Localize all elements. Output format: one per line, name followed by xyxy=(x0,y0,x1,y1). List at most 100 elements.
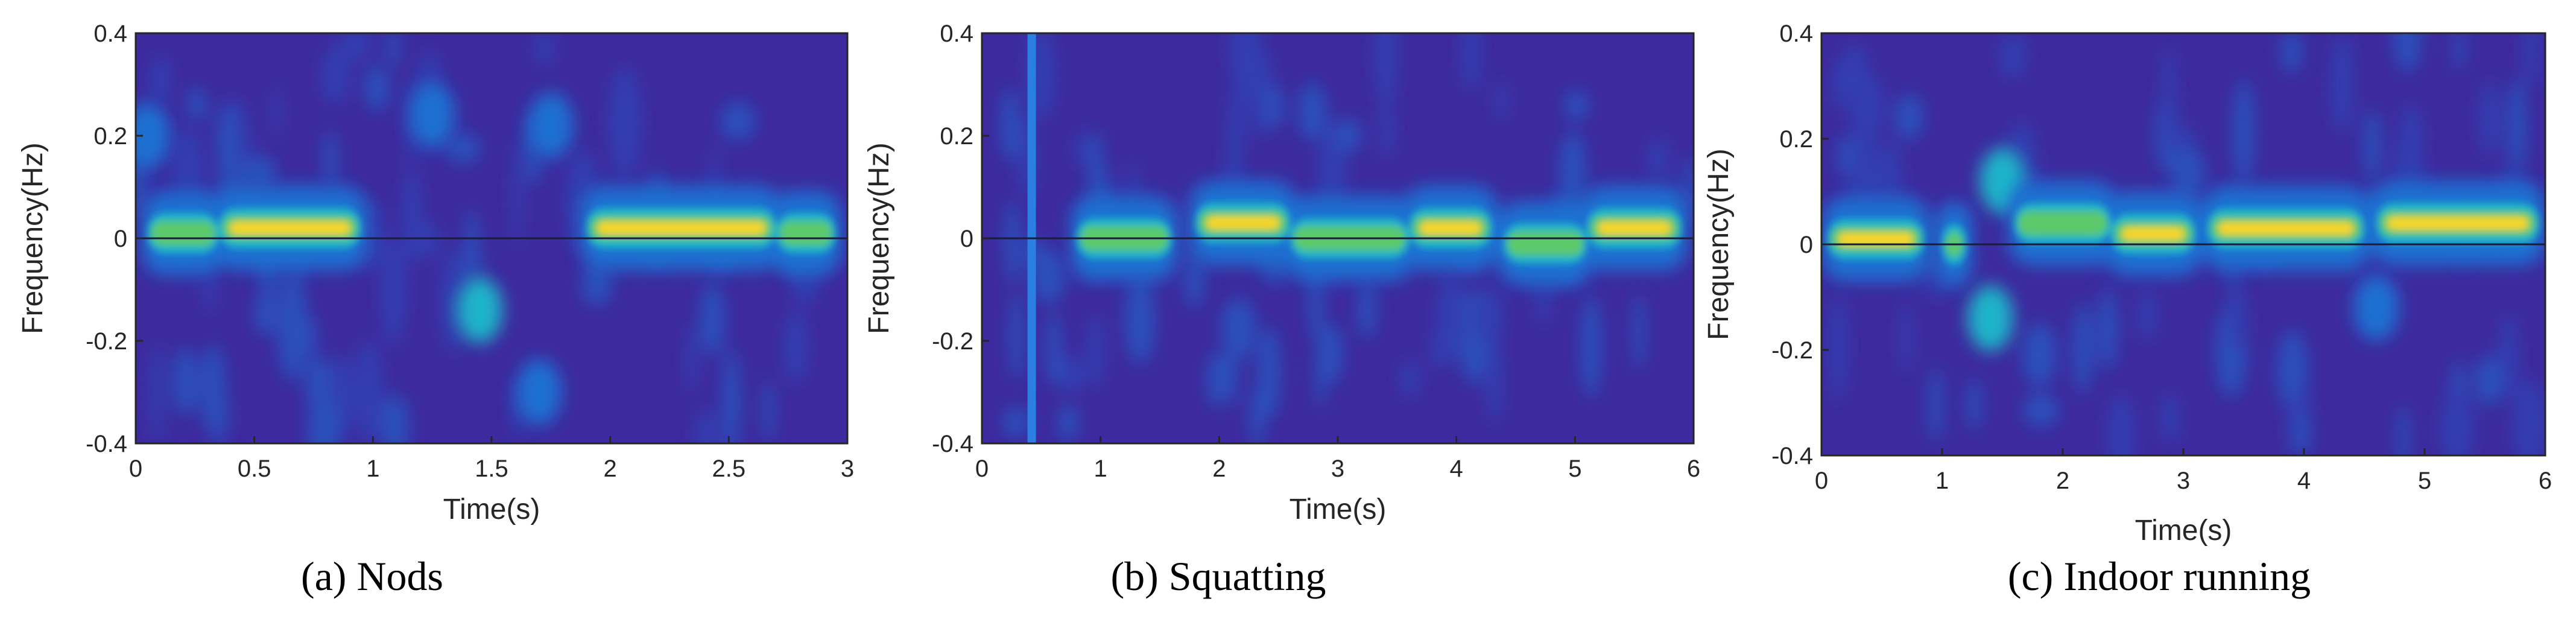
noise-blob xyxy=(783,311,808,383)
noise-blob xyxy=(1087,314,1105,388)
noise-blob xyxy=(2227,290,2248,350)
noise-blob xyxy=(1894,94,1924,141)
noise-blob xyxy=(1831,60,1846,111)
noise-blob xyxy=(1221,297,1256,360)
noise-blob xyxy=(2397,404,2410,455)
noise-blob xyxy=(381,238,407,346)
band-yellow-segment xyxy=(2122,227,2185,241)
noise-blob xyxy=(2098,288,2118,371)
noise-blob xyxy=(1206,351,1227,408)
band-yellow-segment xyxy=(2387,217,2528,230)
y-tick-label: -0.2 xyxy=(86,328,127,355)
band-yellow-segment xyxy=(1838,232,1913,246)
band-green-segment xyxy=(151,221,215,246)
noise-blob xyxy=(1837,134,1852,177)
noise-blob xyxy=(2440,390,2474,455)
y-tick-label: 0.2 xyxy=(940,123,973,150)
noise-blob xyxy=(581,261,613,306)
noise-blob xyxy=(1336,117,1361,153)
noise-blob xyxy=(2161,45,2176,159)
x-tick-label: 2 xyxy=(604,455,617,482)
noise-blob xyxy=(1002,407,1030,437)
x-tick-label: 2 xyxy=(1212,455,1226,482)
noise-blob xyxy=(2137,291,2157,340)
noise-blob xyxy=(320,48,350,104)
panel-1: 0 1 2 3 4 5 6 0.4 0.2 0 -0.2 -0.4 Time(s) Frequency(H… xyxy=(863,21,1700,599)
noise-blob xyxy=(271,84,282,141)
y-tick-label: 0.4 xyxy=(1779,21,1813,47)
energy-blob xyxy=(457,277,503,343)
noise-blob xyxy=(1297,82,1327,141)
noise-blob xyxy=(201,343,226,437)
noise-blob xyxy=(2295,414,2311,455)
noise-blob xyxy=(762,378,774,443)
y-tick-label: -0.4 xyxy=(932,431,973,457)
noise-blob xyxy=(1379,100,1394,159)
y-tick-label: -0.2 xyxy=(1771,337,1813,364)
band-green-segment xyxy=(2018,211,2107,235)
x-tick-label: 0 xyxy=(1815,468,1828,494)
y-tick-label: 0 xyxy=(960,226,973,252)
energy-blob xyxy=(2353,275,2399,341)
noise-blob xyxy=(2277,329,2308,412)
noise-blob xyxy=(1000,88,1020,161)
noise-blob xyxy=(386,33,400,67)
band-yellow-segment xyxy=(1598,221,1671,235)
y-axis-label: Frequency(Hz) xyxy=(863,142,895,334)
noise-blob xyxy=(2498,314,2519,399)
noise-blob xyxy=(2232,79,2255,184)
x-tick-label: 3 xyxy=(1331,455,1344,482)
energy-blob xyxy=(1967,285,2013,352)
y-tick-label: -0.2 xyxy=(932,328,973,355)
x-tick-label: 0.5 xyxy=(238,455,271,482)
noise-blob xyxy=(305,355,330,415)
heatmap-area xyxy=(982,33,1694,443)
noise-blob xyxy=(2478,80,2499,157)
noise-blob xyxy=(1473,287,1505,347)
band-yellow-segment xyxy=(1420,221,1481,235)
heatmap-area xyxy=(136,33,847,443)
noise-blob xyxy=(1647,138,1670,179)
noise-blob xyxy=(2023,393,2059,427)
noise-blob xyxy=(1399,361,1421,397)
noise-blob xyxy=(2511,380,2545,455)
x-tick-label: 5 xyxy=(2418,468,2431,494)
band-core xyxy=(1828,203,2539,265)
noise-blob xyxy=(1074,132,1093,167)
y-tick-label: 0.2 xyxy=(93,123,127,150)
band-yellow-segment xyxy=(229,221,350,235)
panel-2: 0 1 2 3 4 5 6 0.4 0.2 0 -0.2 -0.4 Time(s) Frequency(H… xyxy=(1703,21,2552,599)
energy-blob xyxy=(136,103,171,169)
panel-0: 0 0.5 1 1.5 2 2.5 3 0.4 0.2 0 -0.2 -0.4 Time(s) Frequ… xyxy=(17,21,854,599)
band-green-segment xyxy=(780,221,832,246)
x-tick-label: 1 xyxy=(1094,455,1107,482)
noise-blob xyxy=(2171,147,2206,200)
x-tick-label: 0 xyxy=(129,455,142,482)
noise-blob xyxy=(408,222,441,258)
energy-blob xyxy=(409,82,455,148)
noise-blob xyxy=(1031,250,1066,305)
heatmap-area xyxy=(1821,33,2545,455)
noise-blob xyxy=(1580,294,1602,398)
noise-blob xyxy=(534,33,554,66)
noise-blob xyxy=(2160,393,2180,443)
y-axis-label: Frequency(Hz) xyxy=(17,142,49,334)
noise-blob xyxy=(1009,292,1024,381)
noise-blob xyxy=(2507,77,2527,178)
x-axis-label: Time(s) xyxy=(443,493,540,525)
y-tick-label: -0.4 xyxy=(86,431,127,457)
noise-blob xyxy=(1928,366,1943,443)
noise-blob xyxy=(217,103,237,205)
noise-blob xyxy=(1184,250,1204,308)
noise-blob xyxy=(1249,388,1265,443)
energy-blobs xyxy=(136,82,574,425)
noise-blob xyxy=(2107,396,2136,455)
x-tick-label: 5 xyxy=(1568,455,1581,482)
noise-blob xyxy=(241,154,277,191)
x-tick-label: 2 xyxy=(2056,468,2069,494)
noise-blob xyxy=(1266,84,1284,129)
noise-blob xyxy=(2022,322,2057,387)
noise-blob xyxy=(1846,122,1879,220)
noise-blob xyxy=(464,208,479,284)
